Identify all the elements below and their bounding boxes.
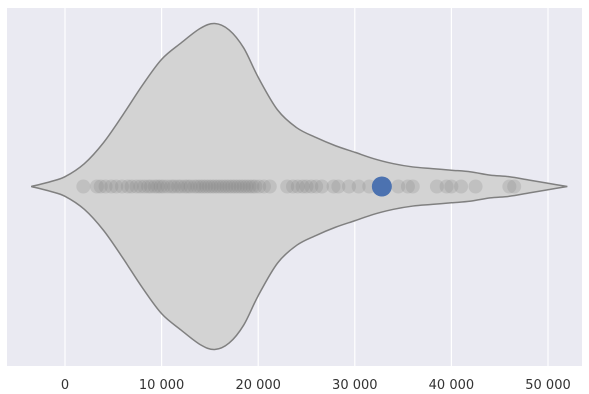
data-point xyxy=(147,179,162,194)
data-point xyxy=(236,179,251,194)
x-axis-ticks: 0 10 000 20 000 30 000 40 000 50 000 xyxy=(61,378,571,393)
data-point xyxy=(177,179,192,194)
data-point xyxy=(309,179,324,194)
data-point xyxy=(219,179,234,194)
data-point xyxy=(207,179,222,194)
data-point xyxy=(228,179,243,194)
data-point xyxy=(124,179,139,194)
data-point xyxy=(502,179,517,194)
data-point xyxy=(400,179,415,194)
data-point xyxy=(304,179,319,194)
x-tick-label: 20 000 xyxy=(235,378,281,393)
data-point xyxy=(93,179,108,194)
data-point xyxy=(239,179,254,194)
data-point xyxy=(295,179,310,194)
data-point xyxy=(76,179,91,194)
data-point xyxy=(183,179,198,194)
data-point xyxy=(204,179,219,194)
data-point xyxy=(180,179,195,194)
violin-body xyxy=(31,22,568,351)
data-point xyxy=(137,179,152,194)
x-tick-label: 30 000 xyxy=(332,378,378,393)
data-point xyxy=(225,179,240,194)
data-point xyxy=(439,179,454,194)
data-point xyxy=(156,179,171,194)
x-tick-label: 50 000 xyxy=(525,378,571,393)
x-tick-label: 0 xyxy=(61,378,69,393)
data-point xyxy=(216,179,231,194)
data-point xyxy=(230,179,245,194)
data-point xyxy=(133,179,148,194)
data-point xyxy=(193,179,208,194)
data-point xyxy=(89,179,104,194)
data-point xyxy=(120,179,135,194)
data-point xyxy=(114,179,129,194)
data-point xyxy=(150,179,165,194)
data-point xyxy=(196,179,211,194)
data-point xyxy=(167,179,182,194)
data-point xyxy=(507,179,522,194)
data-point xyxy=(222,179,237,194)
data-point xyxy=(262,179,277,194)
data-point xyxy=(190,179,205,194)
data-point xyxy=(280,179,295,194)
data-point xyxy=(299,179,314,194)
data-point xyxy=(104,179,119,194)
data-point xyxy=(314,179,329,194)
data-point xyxy=(213,179,228,194)
data-point xyxy=(199,179,214,194)
data-point xyxy=(242,179,257,194)
data-point xyxy=(405,179,420,194)
data-point xyxy=(326,179,341,194)
data-point xyxy=(468,179,483,194)
data-point xyxy=(252,179,267,194)
x-tick-label: 10 000 xyxy=(139,378,185,393)
data-point xyxy=(454,179,469,194)
data-point xyxy=(342,179,357,194)
data-point xyxy=(290,179,305,194)
data-point xyxy=(391,179,406,194)
x-tick-label: 40 000 xyxy=(429,378,475,393)
data-point xyxy=(187,179,202,194)
data-point xyxy=(429,179,444,194)
data-point xyxy=(98,179,113,194)
data-point xyxy=(153,179,168,194)
data-point xyxy=(233,179,248,194)
data-point xyxy=(143,179,158,194)
data-point xyxy=(173,179,188,194)
data-point xyxy=(444,179,459,194)
highlighted-point xyxy=(371,176,392,197)
data-point xyxy=(331,179,346,194)
data-point xyxy=(160,179,175,194)
data-points xyxy=(76,179,522,194)
data-point xyxy=(245,179,260,194)
data-point xyxy=(285,179,300,194)
data-point xyxy=(129,179,144,194)
data-point xyxy=(210,179,225,194)
data-point xyxy=(256,179,271,194)
data-point xyxy=(141,179,156,194)
data-point xyxy=(201,179,216,194)
data-point xyxy=(248,179,263,194)
data-point xyxy=(171,179,186,194)
data-point xyxy=(164,179,179,194)
data-point xyxy=(351,179,366,194)
data-point xyxy=(109,179,124,194)
